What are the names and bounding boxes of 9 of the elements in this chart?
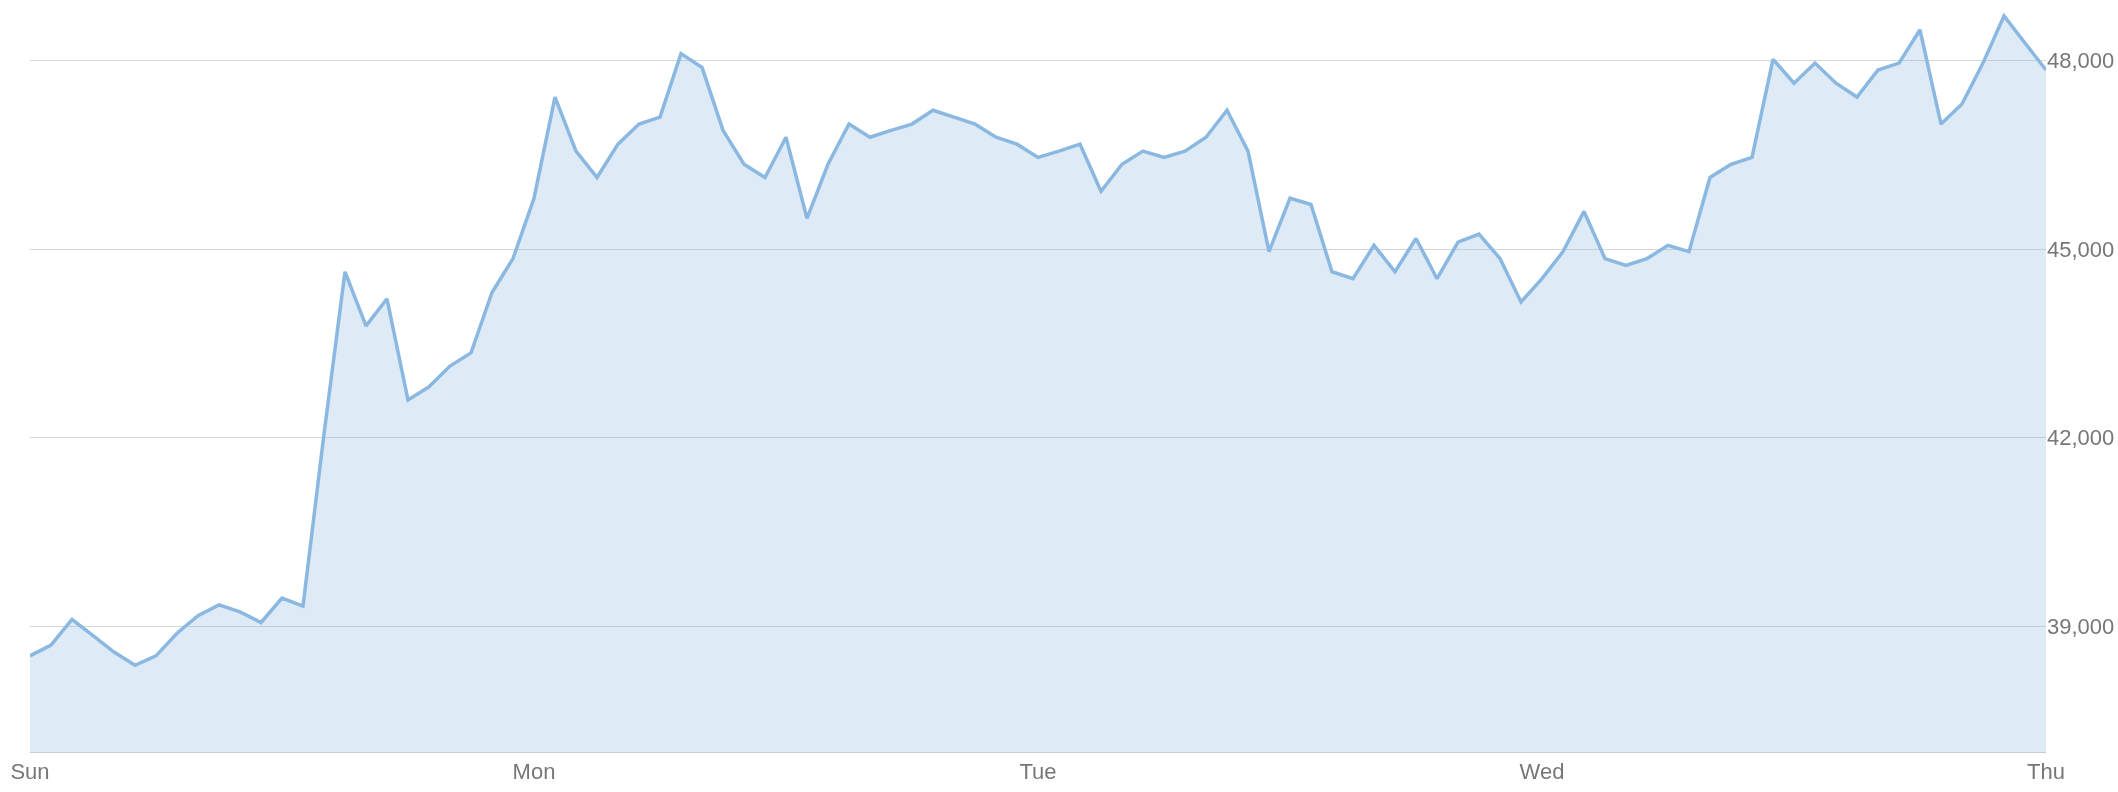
y-tick-label: 48,000 (2047, 48, 2115, 74)
x-tick-label: Sun (10, 759, 50, 785)
x-tick-label: Mon (512, 759, 556, 785)
y-tick-label: 42,000 (2047, 425, 2115, 451)
x-tick-label: Wed (1519, 759, 1565, 785)
y-tick-label: 45,000 (2047, 236, 2115, 262)
y-tick-label: 39,000 (2047, 613, 2115, 639)
x-tick-label: Thu (2027, 759, 2065, 785)
x-tick-label: Tue (1019, 759, 1057, 785)
